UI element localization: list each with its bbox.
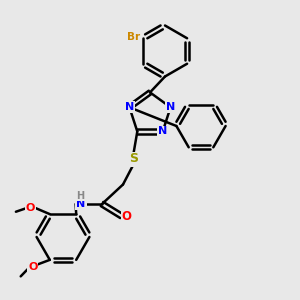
Text: O: O xyxy=(122,209,132,223)
Text: O: O xyxy=(26,203,35,213)
Text: H: H xyxy=(76,190,85,201)
Text: O: O xyxy=(28,262,38,272)
Text: N: N xyxy=(166,102,175,112)
Text: S: S xyxy=(129,152,138,166)
Text: N: N xyxy=(125,102,134,112)
Text: N: N xyxy=(76,199,85,209)
Text: N: N xyxy=(158,127,167,136)
Text: Br: Br xyxy=(127,32,140,42)
